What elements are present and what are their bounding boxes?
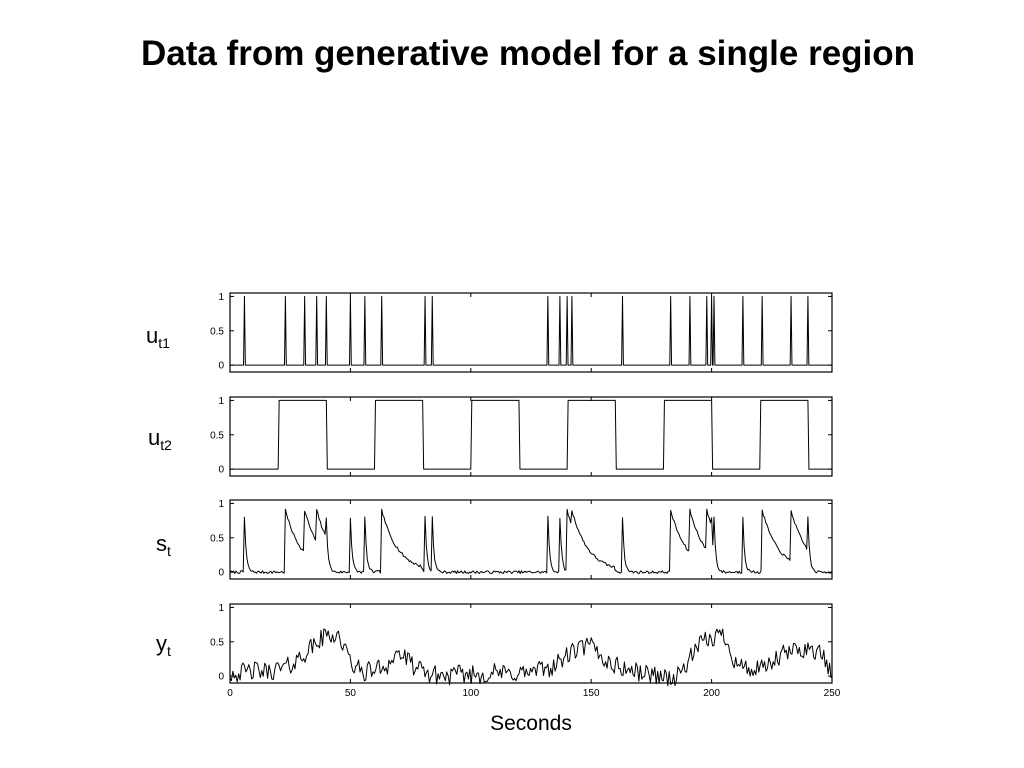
x-axis: 0 50 100 150 200 250 [227,688,841,699]
plot-frame [229,603,833,684]
x-axis-label: Seconds [490,712,572,735]
series-line-ut2 [230,399,832,470]
y-tick-label: 0.5 [210,430,224,441]
series-line-ut1 [230,295,832,366]
y-tick-label: 0.5 [210,637,224,648]
y-tick-label: 0 [218,672,224,683]
page-title: Data from generative model for a single … [140,34,916,73]
panel-ut1: ut1 0 0.5 1 [146,292,833,373]
y-tick-label: 0 [218,568,224,579]
series-line-yt [229,628,832,687]
x-tick-label: 100 [462,688,479,699]
row-label-yt: yt [156,631,171,659]
y-tick-label: 0.5 [210,326,224,337]
series-line-st [229,508,833,574]
y-tick-label: 1 [218,292,224,303]
plot-frame [229,292,833,373]
x-tick-label: 150 [583,688,600,699]
panel-st: st 0 0.5 1 [156,499,833,580]
panel-yt: yt 0 0.5 1 [156,603,833,687]
plot-frame [229,499,833,580]
panel-ut2: ut2 0 0.5 1 [148,396,833,477]
row-label-st: st [156,531,171,559]
x-tick-label: 0 [227,688,233,699]
y-tick-label: 0 [218,361,224,372]
y-tick-label: 1 [218,499,224,510]
x-tick-label: 50 [345,688,357,699]
y-tick-label: 1 [218,396,224,407]
plot-frame [229,396,833,477]
y-tick-label: 1 [218,603,224,614]
x-tick-label: 200 [703,688,720,699]
row-label-ut2: ut2 [148,425,172,453]
y-tick-label: 0.5 [210,533,224,544]
y-tick-label: 0 [218,465,224,476]
row-label-ut1: ut1 [146,323,170,351]
x-tick-label: 250 [824,688,841,699]
